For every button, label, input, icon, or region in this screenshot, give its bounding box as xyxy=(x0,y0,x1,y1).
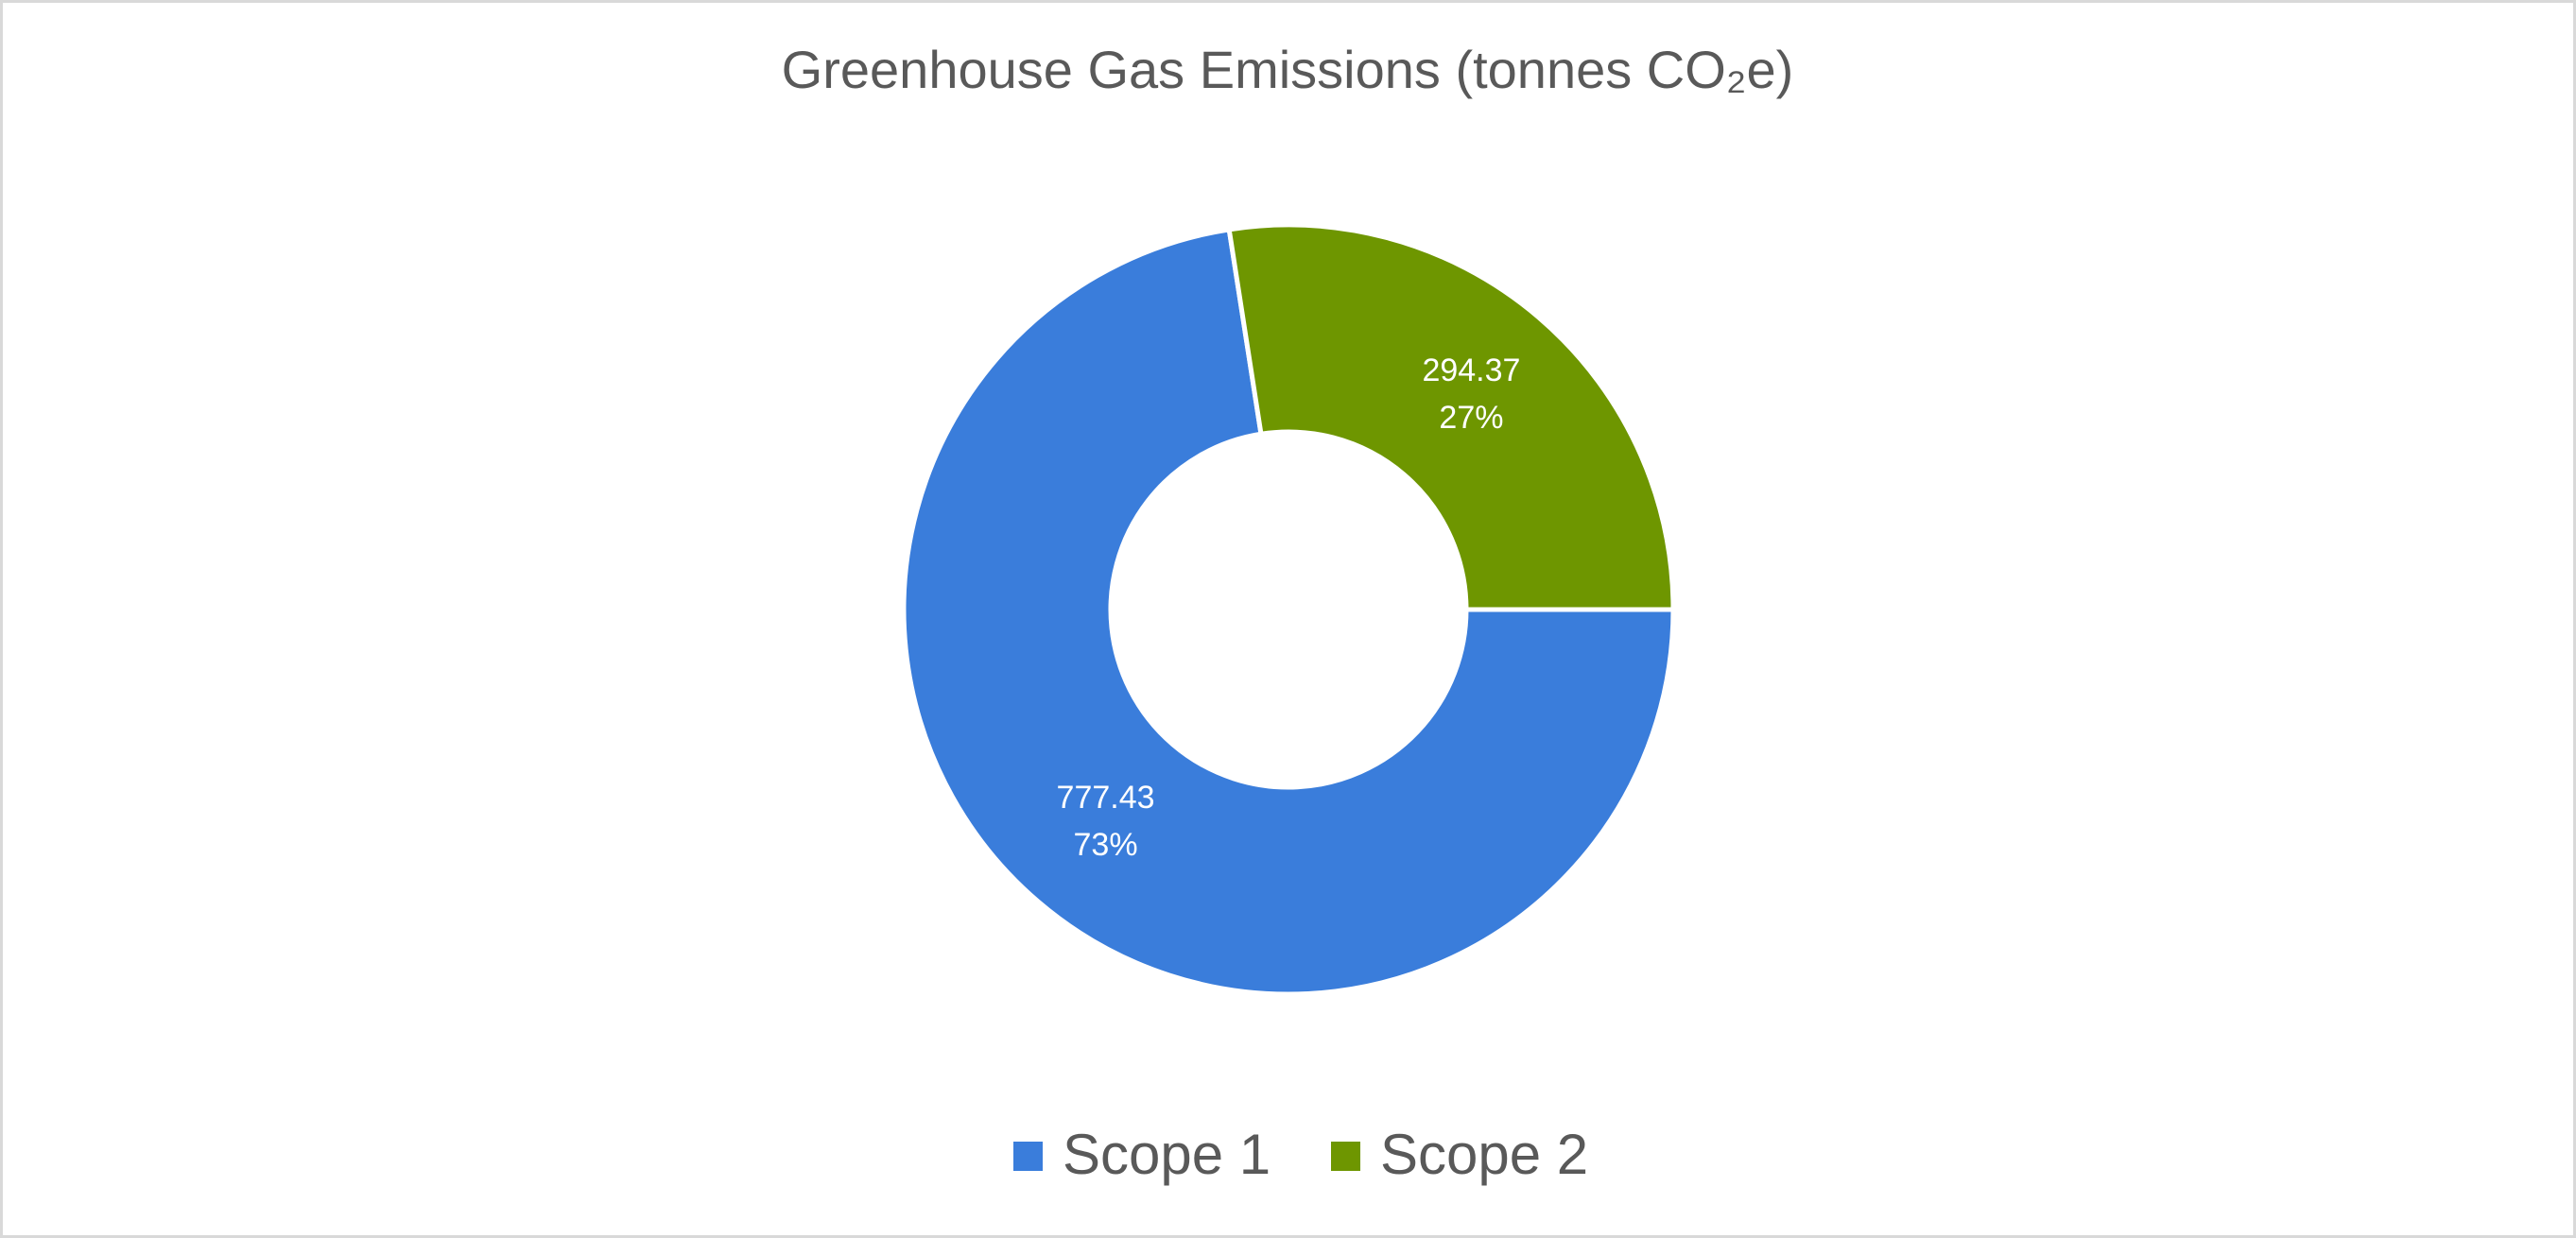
legend-label: Scope 2 xyxy=(1380,1123,1588,1186)
data-label-percent: 73% xyxy=(1074,827,1138,863)
donut-slice xyxy=(1226,222,1676,612)
donut-slice xyxy=(901,227,1676,997)
data-label-percent: 27% xyxy=(1439,400,1503,436)
data-label-value: 777.43 xyxy=(1057,780,1155,816)
legend-label: Scope 1 xyxy=(1063,1123,1271,1186)
chart-title: Greenhouse Gas Emissions (tonnes CO₂e) xyxy=(782,40,1794,99)
legend-marker xyxy=(1013,1142,1043,1171)
data-label-value: 294.37 xyxy=(1422,352,1520,388)
legend-marker xyxy=(1331,1142,1360,1171)
